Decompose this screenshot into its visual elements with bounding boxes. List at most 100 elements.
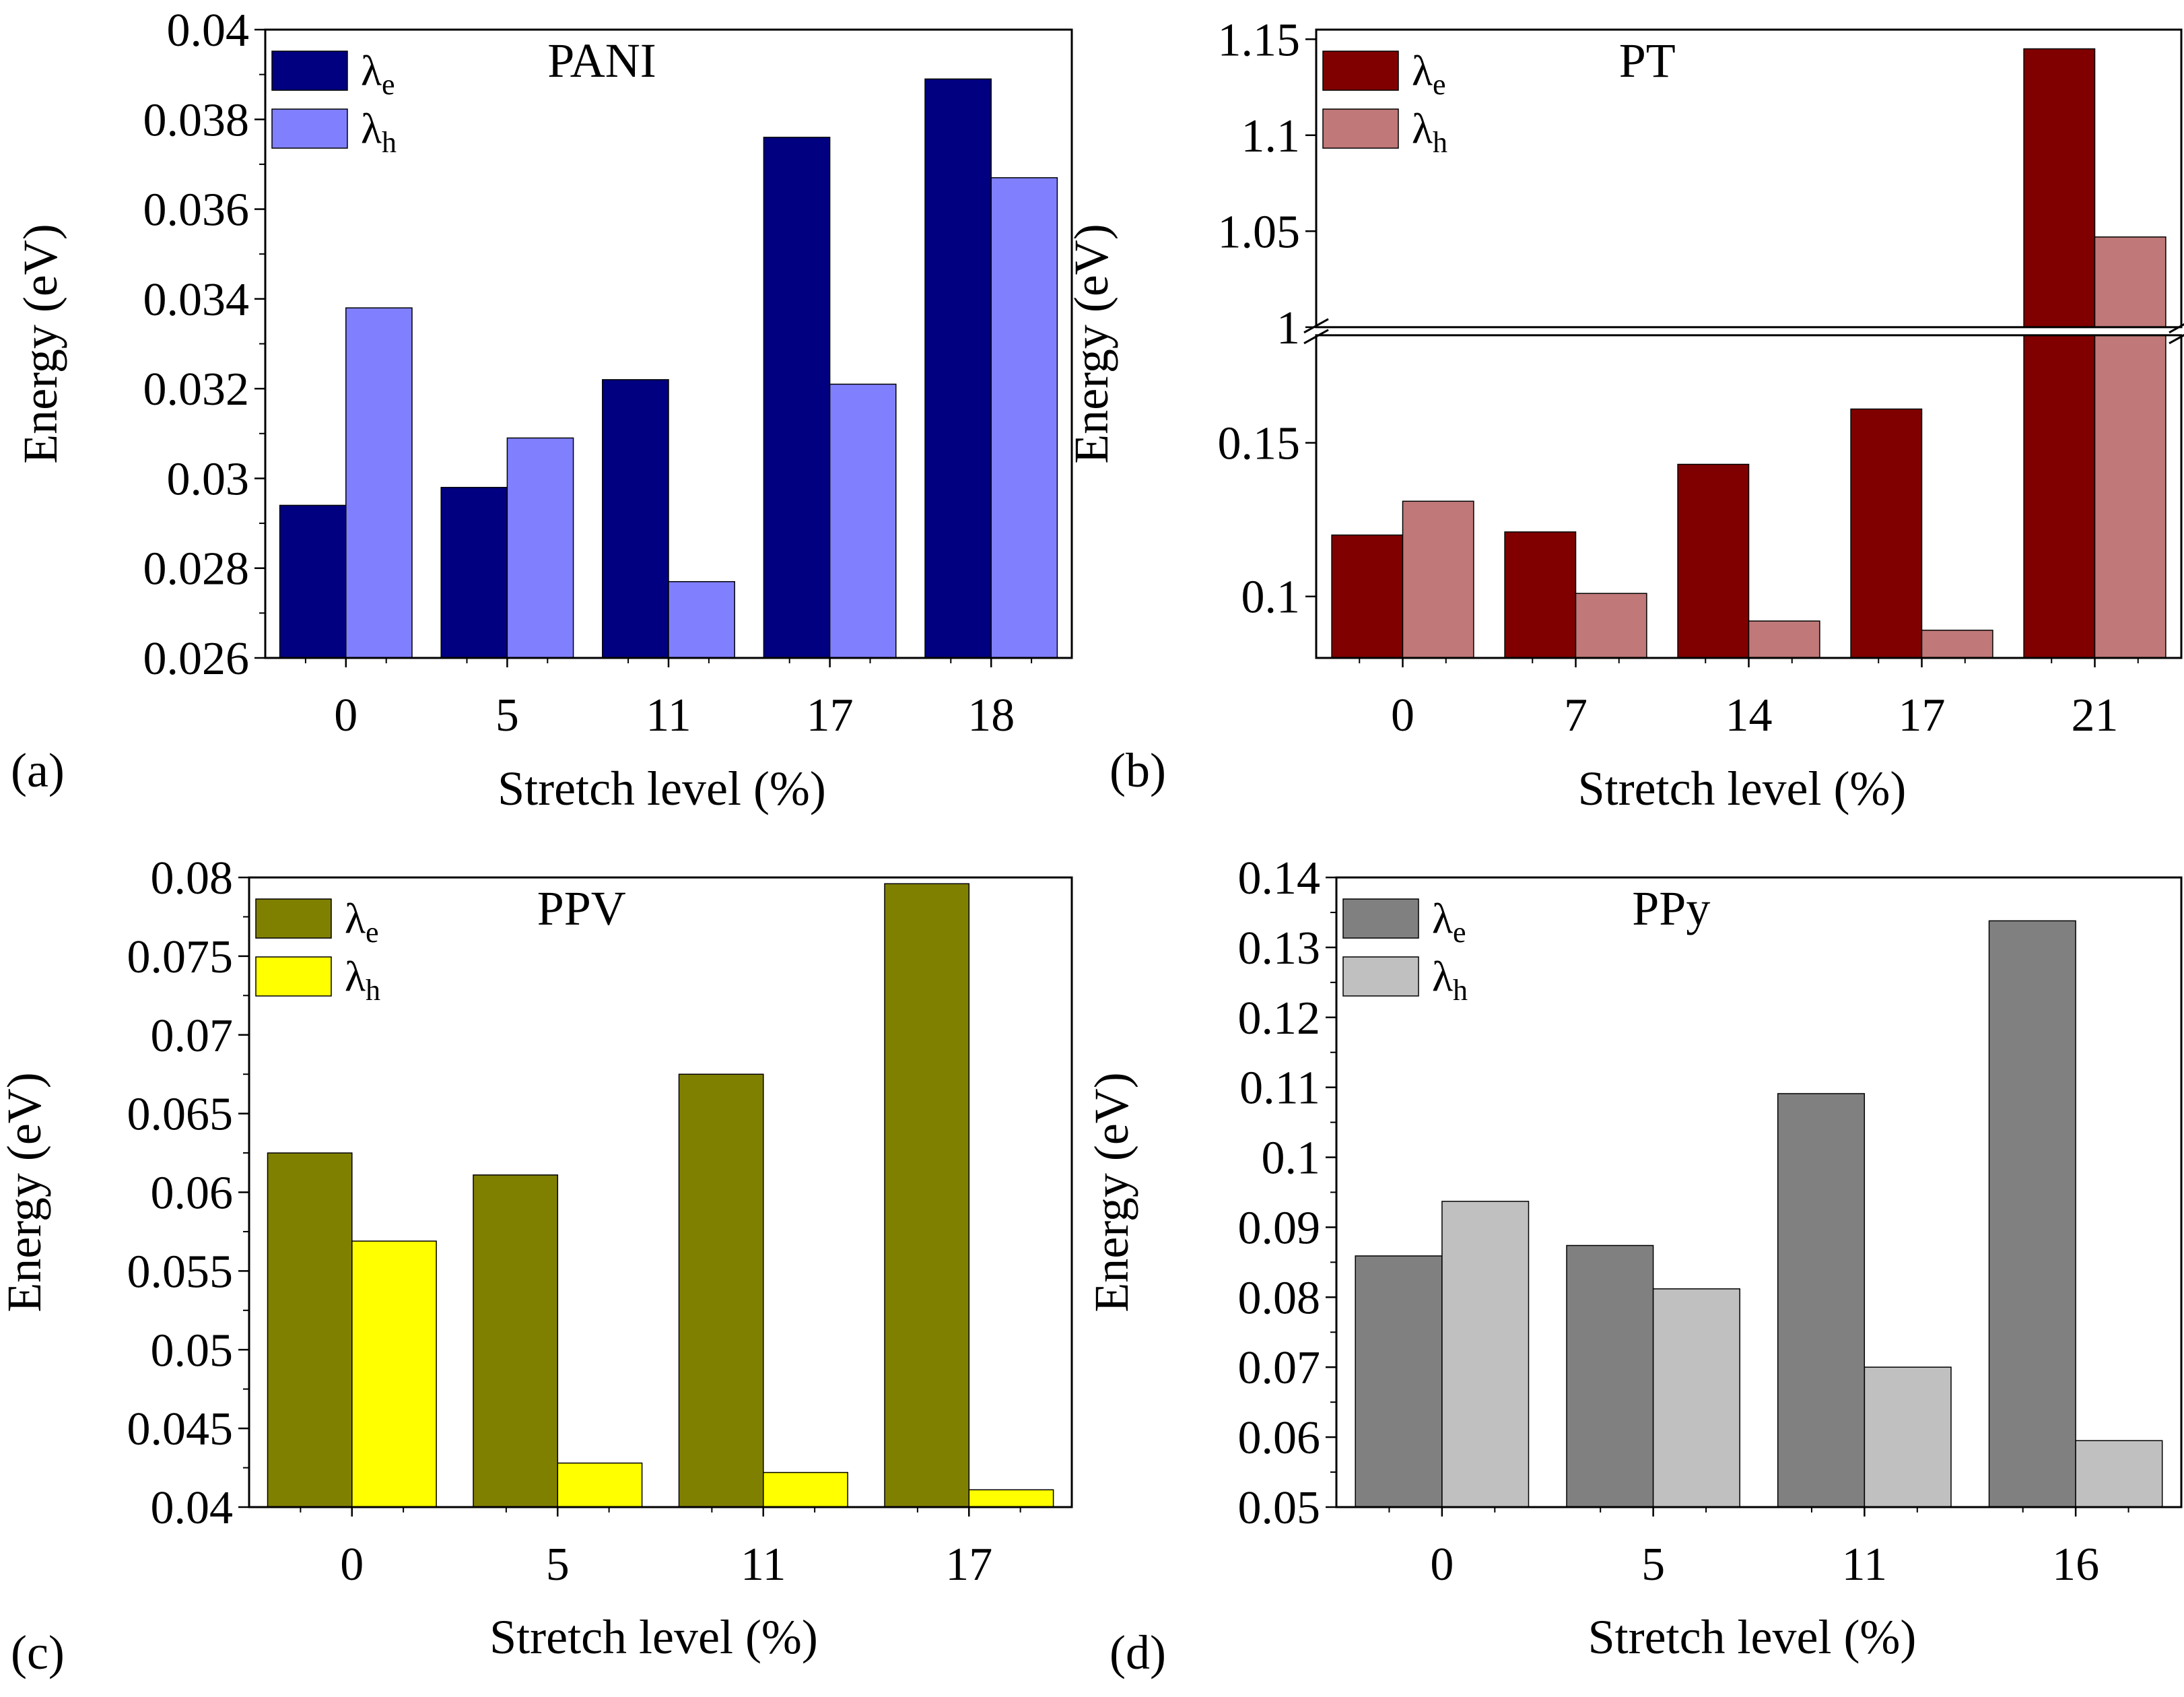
bar-lambda-e-0 [267,1152,353,1508]
legend-subscript: e [1433,68,1446,101]
y-tick-label: 0.14 [1238,853,1321,904]
bar-lambda-h-14 [1748,620,1820,659]
panel-letter: (c) [11,1626,65,1679]
legend-symbol: λ [1412,104,1433,152]
bar-lambda-e-0 [1355,1255,1443,1508]
y-tick-label: 0.075 [127,931,234,983]
legend-symbol: λ [1432,894,1453,942]
legend-subscript: h [382,126,397,159]
y-tick-label: 0.06 [1238,1412,1321,1464]
y-tick-label: 0.08 [151,853,234,904]
panel-letter: (d) [1110,1626,1166,1679]
y-tick-label: 0.15 [1218,418,1301,470]
legend-subscript: h [1433,126,1447,159]
legend-swatch-lambda-e [1322,51,1399,91]
y-tick-label: 1 [1276,302,1300,354]
x-tick-label: 21 [2072,690,2119,741]
bar-lambda-e-11 [678,1073,764,1508]
y-tick-label: 0.028 [143,543,250,595]
legend-swatch-lambda-h [1342,956,1419,997]
bar-lambda-h-5 [506,437,574,659]
bar-lambda-h-18 [990,177,1058,659]
x-tick-label: 17 [945,1539,992,1591]
y-tick-label: 0.12 [1238,993,1321,1044]
axis-break-mark [2169,333,2184,345]
legend-label-lambda-h: λh [1432,952,1468,1007]
panel-pani: 0 5 11 17 18 0.026 0.028 0.03 0.032 0.034 0.036 0.0… [11,5,1073,816]
axis-break-gap [1313,327,2184,335]
bar-lambda-e-17 [884,883,970,1508]
bar-lambda-e-5 [473,1174,559,1508]
legend-swatch-lambda-e [1342,898,1419,939]
y-axis-title: Energy (eV) [13,224,67,464]
bar-lambda-e-0 [279,504,347,659]
x-tick-label: 11 [741,1539,786,1591]
plot-frame-upper [1315,28,2183,329]
bar-lambda-e-11 [1777,1093,1866,1508]
y-tick-label: 0.034 [143,274,250,326]
legend-swatch-lambda-e [271,51,348,91]
bar-lambda-e-17 [1850,408,1923,659]
y-tick-label: 0.13 [1238,923,1321,974]
y-tick-label: 0.026 [143,633,250,685]
legend-label-lambda-h: λh [345,952,380,1007]
x-tick-label: 7 [1564,690,1588,741]
panel-ppv: 0 5 11 17 0.04 0.045 0.05 0.055 0.06 0.065 0.07 0.0… [0,853,1073,1679]
x-tick-label: 5 [1641,1539,1665,1591]
legend-symbol: λ [361,46,382,94]
y-tick-label: 0.04 [167,5,250,57]
panel-letter: (b) [1110,743,1166,797]
legend-label-lambda-e: λe [1432,894,1466,949]
x-axis-title: Stretch level (%) [1578,762,1907,816]
y-tick-label: 0.06 [151,1168,234,1220]
y-tick-label: 0.03 [167,453,250,505]
x-tick-label: 17 [1899,690,1946,741]
y-axis-title: Energy (eV) [1085,1072,1138,1312]
y-tick-label: 0.045 [127,1403,234,1455]
bar-lambda-h-0 [351,1240,437,1508]
legend-swatch-lambda-h [271,108,348,149]
x-tick-label: 0 [340,1539,364,1591]
bar-lambda-h-0 [1402,500,1474,659]
bar-lambda-e-21 [2023,48,2096,659]
x-tick-label: 18 [967,690,1015,741]
bar-lambda-e-0 [1331,534,1404,659]
legend-swatch-lambda-e [255,898,332,939]
panel-title: PANI [547,34,656,88]
legend-symbol: λ [1432,952,1453,1000]
legend-label-lambda-e: λe [361,46,395,101]
y-tick-label: 0.05 [151,1325,234,1376]
bar-lambda-e-5 [1566,1244,1654,1508]
bar-lambda-e-16 [1988,920,2076,1508]
x-tick-label: 5 [496,690,519,741]
y-tick-label: 0.1 [1262,1133,1321,1185]
legend-label-lambda-h: λh [361,104,397,159]
x-axis-title: Stretch level (%) [1588,1610,1917,1664]
y-axis-title: Energy (eV) [0,1072,51,1312]
legend-swatch-lambda-h [1322,108,1399,149]
bar-lambda-e-11 [602,379,669,659]
legend-subscript: h [1453,974,1468,1007]
legend-label-lambda-h: λh [1412,104,1447,159]
y-tick-label: 0.09 [1238,1202,1321,1254]
bar-lambda-h-21 [2094,236,2166,659]
bar-lambda-h-11 [1864,1366,1952,1508]
axis-break-mark [1303,318,1329,334]
legend-label-lambda-e: λe [345,894,379,949]
x-tick-label: 5 [546,1539,570,1591]
bar-lambda-h-16 [2075,1440,2163,1508]
x-tick-label: 11 [646,690,691,741]
bar-lambda-e-18 [924,78,992,659]
bar-lambda-h-5 [557,1462,643,1508]
panel-title: PPV [537,881,626,935]
bar-lambda-h-17 [1921,630,1993,659]
bar-lambda-h-17 [968,1489,1054,1508]
plot-frame-lower [1315,334,2183,659]
legend-subscript: e [382,68,395,101]
legend-symbol: λ [345,894,366,942]
x-tick-label: 11 [1842,1539,1887,1591]
